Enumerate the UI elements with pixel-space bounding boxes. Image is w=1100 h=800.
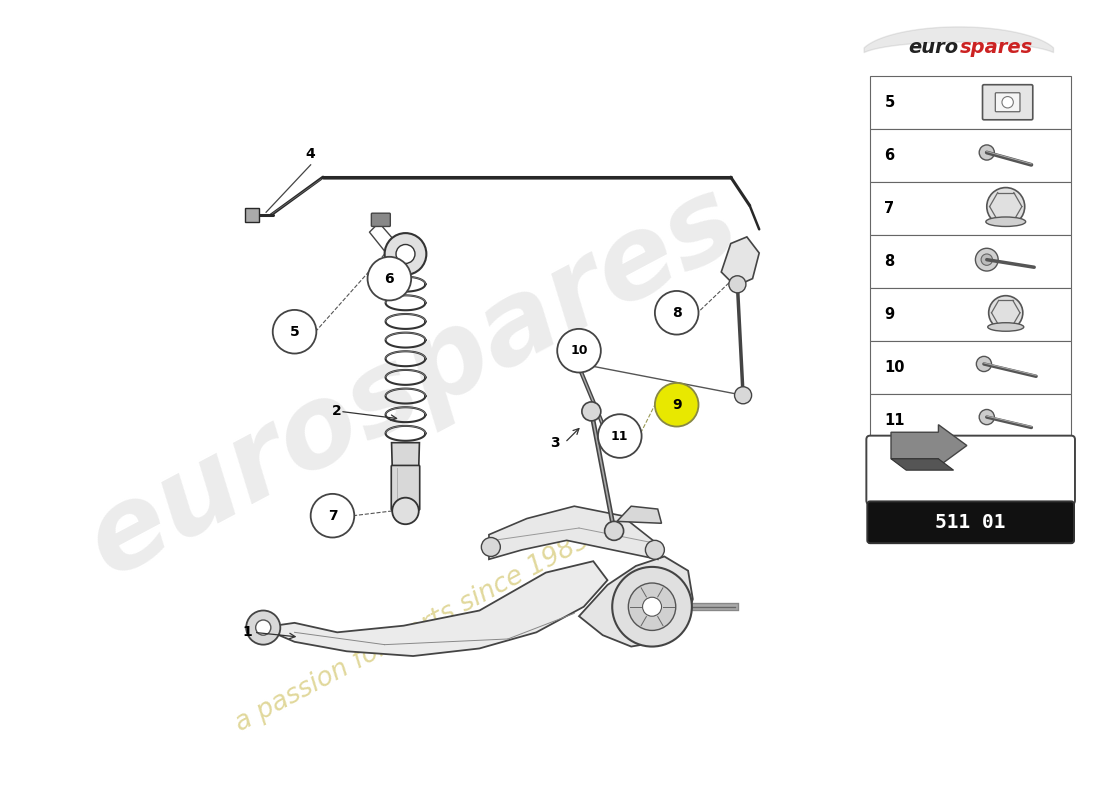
Text: 2: 2 <box>332 404 342 418</box>
Circle shape <box>393 498 419 524</box>
Polygon shape <box>262 562 607 656</box>
Circle shape <box>976 248 998 271</box>
Text: 8: 8 <box>672 306 682 320</box>
Text: spares: spares <box>960 38 1034 57</box>
Polygon shape <box>245 209 260 222</box>
Circle shape <box>628 583 675 630</box>
Circle shape <box>582 402 601 421</box>
Circle shape <box>385 233 427 275</box>
FancyBboxPatch shape <box>870 235 1071 288</box>
FancyBboxPatch shape <box>870 129 1071 182</box>
Circle shape <box>981 254 992 266</box>
Ellipse shape <box>986 217 1025 226</box>
FancyBboxPatch shape <box>867 502 1074 543</box>
Polygon shape <box>891 458 954 470</box>
Circle shape <box>979 410 994 425</box>
Circle shape <box>654 383 698 426</box>
Polygon shape <box>617 506 661 523</box>
Text: 9: 9 <box>884 307 894 322</box>
Text: a passion for parts since 1985: a passion for parts since 1985 <box>231 527 595 738</box>
Text: 5: 5 <box>884 94 894 110</box>
FancyBboxPatch shape <box>996 93 1020 112</box>
Circle shape <box>979 145 994 160</box>
Circle shape <box>396 245 415 263</box>
Polygon shape <box>392 442 419 466</box>
Circle shape <box>642 598 661 616</box>
Circle shape <box>273 310 317 354</box>
Polygon shape <box>722 237 759 286</box>
Text: 7: 7 <box>328 509 338 522</box>
Circle shape <box>482 538 500 557</box>
FancyBboxPatch shape <box>870 342 1071 394</box>
FancyBboxPatch shape <box>392 466 420 510</box>
Circle shape <box>601 433 619 452</box>
Polygon shape <box>891 425 967 466</box>
Text: 9: 9 <box>672 398 682 412</box>
Text: 1: 1 <box>242 626 252 639</box>
Text: eurospares: eurospares <box>69 163 757 599</box>
FancyBboxPatch shape <box>982 85 1033 120</box>
Text: 10: 10 <box>570 344 587 357</box>
FancyBboxPatch shape <box>870 76 1071 129</box>
Polygon shape <box>579 557 693 646</box>
Circle shape <box>246 610 280 645</box>
Circle shape <box>605 522 624 540</box>
Circle shape <box>310 494 354 538</box>
FancyBboxPatch shape <box>867 436 1075 504</box>
Text: 7: 7 <box>884 201 894 216</box>
FancyBboxPatch shape <box>870 288 1071 342</box>
Circle shape <box>613 567 692 646</box>
Ellipse shape <box>988 322 1024 331</box>
Circle shape <box>1002 97 1013 108</box>
Text: 3: 3 <box>550 436 560 450</box>
Text: 8: 8 <box>884 254 894 269</box>
Circle shape <box>367 257 411 301</box>
Text: 6: 6 <box>385 272 394 286</box>
Circle shape <box>735 386 751 404</box>
Circle shape <box>987 187 1025 226</box>
FancyBboxPatch shape <box>372 213 390 226</box>
Polygon shape <box>488 506 658 559</box>
Text: 11: 11 <box>612 430 628 442</box>
Text: 10: 10 <box>884 360 905 375</box>
Text: 5: 5 <box>289 325 299 338</box>
Text: 511 01: 511 01 <box>935 513 1005 532</box>
Circle shape <box>729 276 746 293</box>
Text: 4: 4 <box>306 147 316 161</box>
FancyBboxPatch shape <box>870 182 1071 235</box>
Text: 11: 11 <box>884 414 905 428</box>
Circle shape <box>646 540 664 559</box>
Circle shape <box>977 356 991 371</box>
Circle shape <box>566 350 585 370</box>
Text: 6: 6 <box>884 148 894 163</box>
FancyBboxPatch shape <box>870 394 1071 447</box>
Text: euro: euro <box>909 38 958 57</box>
Circle shape <box>598 414 641 458</box>
Circle shape <box>654 291 698 334</box>
Circle shape <box>255 620 271 635</box>
Circle shape <box>989 296 1023 330</box>
Circle shape <box>558 329 601 373</box>
